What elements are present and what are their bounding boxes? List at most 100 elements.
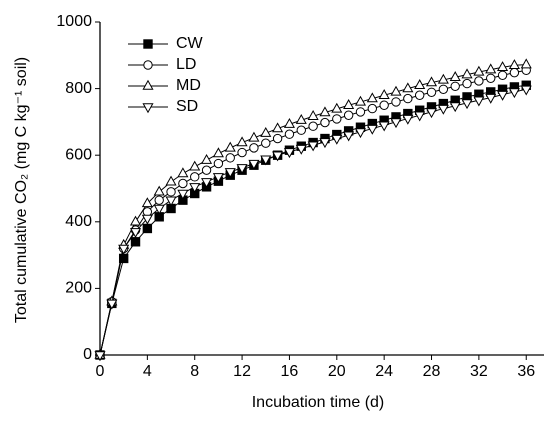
- x-tick-label: 24: [375, 363, 393, 380]
- marker: [508, 59, 520, 69]
- marker: [473, 65, 485, 76]
- marker: [190, 172, 200, 182]
- marker: [212, 147, 224, 158]
- marker: [201, 165, 212, 175]
- marker: [272, 133, 283, 144]
- marker: [354, 128, 367, 139]
- marker: [201, 178, 213, 189]
- marker: [118, 244, 130, 255]
- y-tick-label: 200: [65, 280, 92, 297]
- x-axis-label: Incubation time (d): [252, 394, 385, 411]
- legend-label: SD: [176, 98, 198, 115]
- marker: [320, 117, 330, 128]
- marker: [177, 167, 189, 178]
- marker: [308, 121, 318, 131]
- marker: [461, 99, 473, 110]
- marker: [331, 102, 343, 113]
- marker: [461, 68, 473, 79]
- marker: [177, 189, 189, 200]
- marker: [402, 114, 414, 125]
- marker: [449, 102, 461, 113]
- marker: [378, 89, 390, 99]
- marker: [425, 108, 438, 119]
- marker: [485, 93, 497, 104]
- marker: [474, 76, 484, 86]
- marker: [509, 67, 520, 78]
- marker: [355, 107, 366, 117]
- marker: [283, 148, 295, 159]
- marker: [153, 185, 165, 196]
- marker: [473, 96, 485, 107]
- marker: [414, 79, 426, 89]
- marker: [225, 153, 235, 163]
- marker: [391, 97, 401, 107]
- marker: [414, 90, 425, 100]
- marker: [142, 223, 153, 234]
- marker: [248, 159, 260, 170]
- marker: [143, 39, 153, 49]
- x-tick-label: 32: [470, 363, 488, 380]
- marker: [366, 124, 378, 135]
- marker: [343, 110, 354, 120]
- marker: [166, 187, 176, 197]
- marker: [154, 195, 164, 205]
- y-tick-label: 1000: [56, 13, 92, 30]
- marker: [497, 90, 509, 101]
- x-tick-label: 16: [281, 363, 299, 380]
- y-axis-label: Total cumulative CO₂ (mg C kg⁻¹ soil): [13, 57, 30, 323]
- marker: [189, 183, 201, 194]
- marker: [295, 144, 307, 155]
- y-tick-label: 400: [65, 213, 92, 230]
- marker: [129, 215, 142, 226]
- marker: [165, 196, 177, 207]
- y-tick-label: 600: [65, 146, 92, 163]
- marker: [319, 138, 331, 149]
- marker: [426, 87, 437, 97]
- marker: [178, 178, 188, 189]
- marker: [106, 299, 118, 310]
- x-tick-label: 20: [328, 363, 346, 380]
- marker: [94, 351, 106, 362]
- marker: [449, 71, 461, 81]
- marker: [390, 118, 402, 129]
- marker: [354, 95, 367, 106]
- legend-label: CW: [176, 35, 204, 52]
- marker: [497, 61, 509, 71]
- series-line: [99, 64, 527, 356]
- marker: [260, 126, 272, 137]
- marker: [425, 76, 438, 87]
- y-tick-label: 0: [83, 346, 92, 363]
- marker: [450, 81, 460, 91]
- marker: [212, 173, 224, 184]
- marker: [307, 141, 319, 152]
- marker: [141, 214, 153, 225]
- x-tick-label: 36: [517, 363, 535, 380]
- marker: [129, 228, 142, 239]
- marker: [142, 79, 154, 90]
- legend-label: MD: [176, 77, 201, 94]
- marker: [201, 153, 213, 164]
- marker: [213, 158, 224, 169]
- marker: [142, 103, 154, 114]
- marker: [486, 73, 496, 83]
- marker: [366, 92, 378, 103]
- x-tick-label: 8: [190, 363, 199, 380]
- marker: [520, 85, 532, 96]
- marker: [307, 110, 319, 120]
- marker: [261, 138, 271, 148]
- marker: [319, 106, 331, 117]
- marker: [402, 82, 414, 93]
- marker: [248, 131, 260, 142]
- marker: [378, 121, 390, 132]
- marker: [283, 118, 295, 128]
- marker: [331, 134, 343, 145]
- legend-label: LD: [176, 56, 196, 73]
- marker: [437, 73, 449, 84]
- marker: [343, 131, 355, 142]
- marker: [260, 155, 272, 166]
- marker: [153, 204, 165, 215]
- marker: [236, 164, 248, 175]
- marker: [189, 160, 201, 171]
- x-tick-label: 0: [96, 363, 105, 380]
